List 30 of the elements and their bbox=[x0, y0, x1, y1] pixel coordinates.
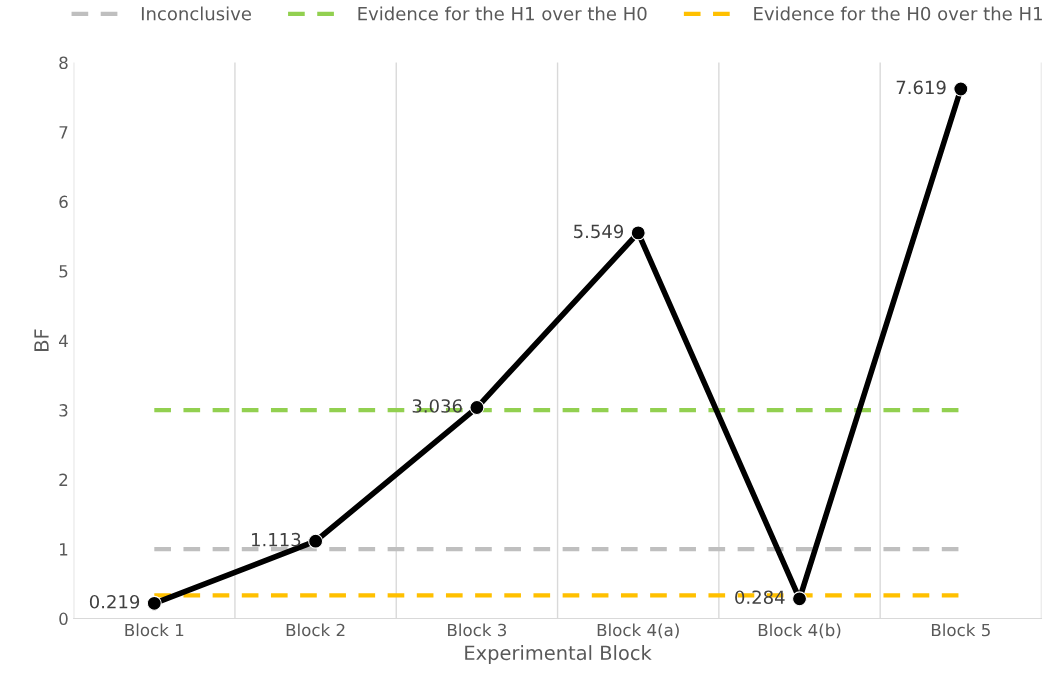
x-tick-label: Block 4(b) bbox=[758, 623, 841, 639]
y-tick-label: 6 bbox=[59, 195, 68, 209]
x-tick-label: Block 1 bbox=[125, 623, 184, 637]
legend-label: Evidence for the H1 over the H0 bbox=[358, 6, 647, 21]
legend-label: Inconclusive bbox=[141, 6, 251, 21]
x-tick-label: Block 5 bbox=[931, 623, 990, 637]
point bbox=[308, 533, 324, 549]
x-tick-label: Block 3 bbox=[448, 623, 507, 637]
x-tick-label: Block 4(a) bbox=[597, 623, 679, 639]
y-tick-label: 4 bbox=[58, 334, 68, 347]
y-tick-label: 2 bbox=[59, 473, 68, 486]
legend-label: Evidence for the H0 over the H1 bbox=[754, 6, 1042, 21]
data-label: 7.619 bbox=[896, 80, 946, 95]
point bbox=[792, 591, 807, 607]
y-axis-title: BF bbox=[34, 329, 49, 351]
y-tick-label: 8 bbox=[59, 56, 68, 70]
y-tick-label: 5 bbox=[59, 265, 68, 278]
data-label: 1.113 bbox=[252, 532, 301, 547]
y-tick-label: 7 bbox=[59, 126, 68, 139]
data-label: 5.549 bbox=[574, 224, 624, 239]
x-axis-title: Experimental Block bbox=[465, 645, 652, 664]
y-tick-label: 3 bbox=[59, 404, 68, 417]
point bbox=[953, 81, 969, 97]
point bbox=[146, 595, 162, 611]
y-tick-label: 1 bbox=[60, 543, 68, 556]
point bbox=[630, 225, 646, 241]
data-label: 0.219 bbox=[89, 594, 140, 609]
y-tick-label: 0 bbox=[59, 612, 68, 626]
x-tick-label: Block 2 bbox=[286, 623, 345, 637]
point bbox=[469, 400, 485, 416]
